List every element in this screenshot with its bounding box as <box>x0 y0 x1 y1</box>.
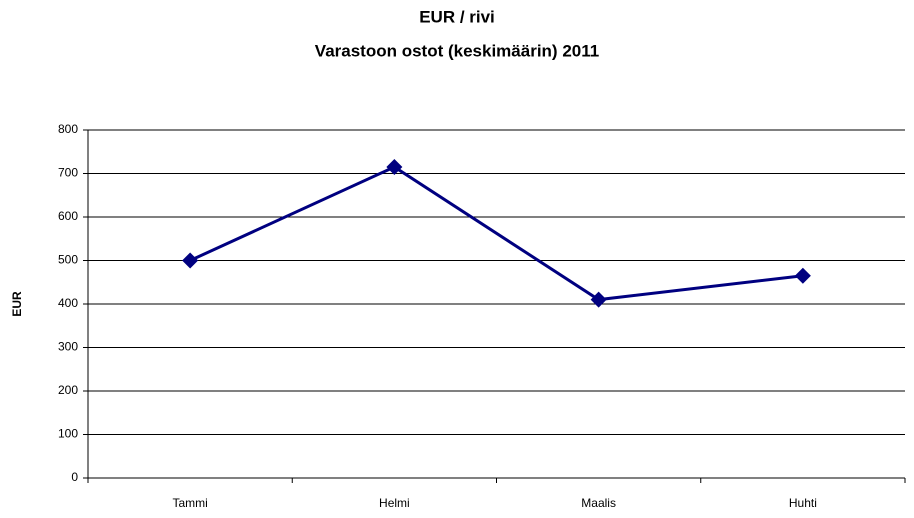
x-tick-label: Tammi <box>172 496 207 510</box>
y-tick-label: 500 <box>58 253 78 267</box>
y-tick-label: 400 <box>58 296 78 310</box>
x-tick-label: Maalis <box>581 496 616 510</box>
x-tick-label: Huhti <box>789 496 817 510</box>
y-tick-label: 700 <box>58 166 78 180</box>
y-axis-label: EUR <box>10 291 24 317</box>
y-tick-label: 800 <box>58 122 78 136</box>
marker <box>590 291 607 308</box>
chart-subtitle: Varastoon ostot (keskimäärin) 2011 <box>315 41 599 60</box>
marker <box>386 158 403 175</box>
line <box>189 165 804 302</box>
x-tick-label: Helmi <box>379 496 410 510</box>
y-tick-label: 300 <box>58 340 78 354</box>
y-tick-label: 600 <box>58 209 78 223</box>
y-tick-label: 100 <box>58 427 78 441</box>
y-tick-label: 0 <box>71 470 78 484</box>
marker <box>182 252 199 269</box>
chart-title: EUR / rivi <box>419 7 495 26</box>
y-tick-label: 200 <box>58 383 78 397</box>
marker <box>794 267 811 284</box>
